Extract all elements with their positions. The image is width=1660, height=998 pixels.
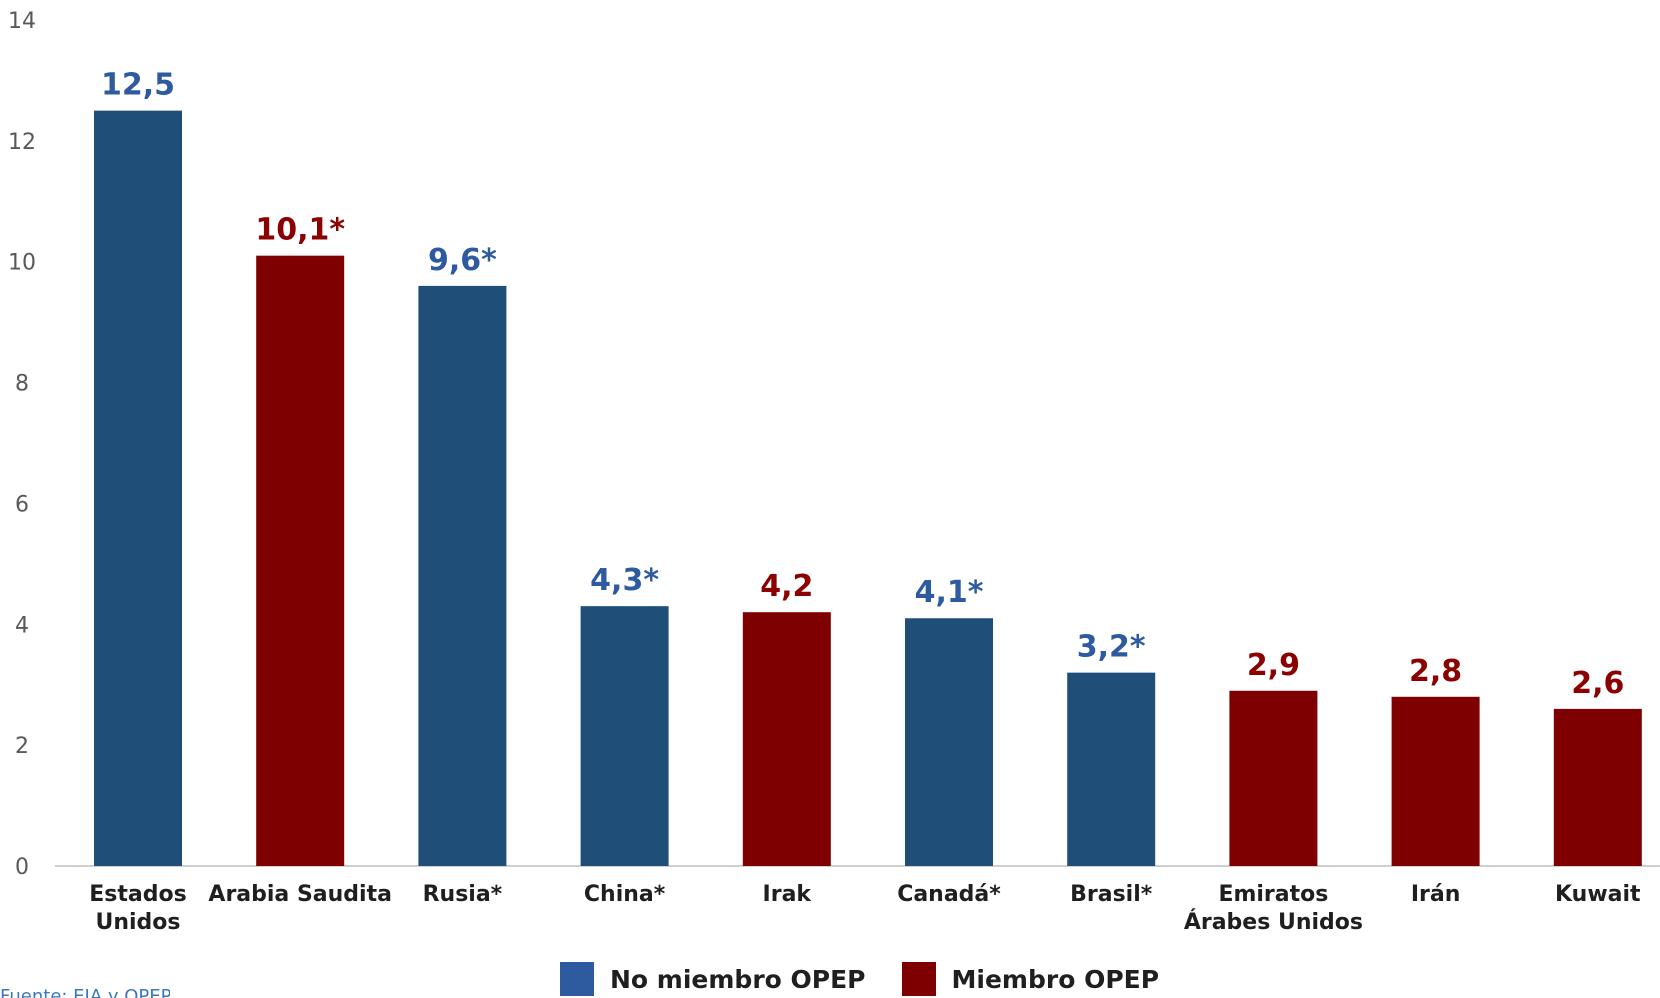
y-tick-label: 6	[15, 492, 29, 517]
bar	[742, 612, 831, 866]
data-label: 4,2	[760, 569, 813, 604]
x-tick-label: Kuwait	[1555, 882, 1641, 907]
bar	[905, 618, 993, 866]
legend-label-member: Miembro OPEP	[951, 964, 1160, 994]
data-label: 9,6*	[428, 243, 497, 278]
x-tick-label: Irán	[1411, 882, 1461, 907]
bars	[94, 110, 1642, 866]
x-tick-label: Irak	[763, 882, 813, 907]
y-tick-label: 10	[8, 251, 36, 276]
bar	[1229, 690, 1318, 866]
legend: No miembro OPEP Miembro OPEP	[560, 960, 1159, 998]
data-label: 2,8	[1409, 654, 1462, 689]
data-label: 4,1*	[915, 575, 984, 610]
data-labels: 12,5 10,1* 9,6* 4,3* 4,2 4,1* 3,2* 2,9 2,8 2,6	[101, 68, 1624, 701]
legend-swatch-member	[901, 962, 936, 996]
x-tick-label: Arabia Saudita	[208, 882, 392, 907]
source-note: Fuente: EIA y OPEP	[0, 986, 170, 998]
data-label: 12,5	[101, 68, 175, 103]
x-tick-label: Estados Unidos	[89, 882, 186, 935]
y-tick-label: 12	[8, 130, 36, 155]
data-label: 2,6	[1571, 666, 1624, 701]
y-tick-label: 2	[15, 734, 29, 759]
y-tick-label: 14	[8, 9, 36, 34]
bar	[1067, 672, 1156, 866]
y-tick-label: 8	[15, 372, 29, 397]
legend-item-no-member: No miembro OPEP	[560, 962, 866, 996]
x-tick-label: Rusia*	[423, 882, 503, 907]
y-axis-ticks: 0 2 4 6 8 10 12 14	[8, 9, 36, 880]
bar	[1391, 696, 1480, 866]
data-label: 10,1*	[255, 213, 345, 248]
y-tick-label: 4	[15, 613, 29, 638]
data-label: 2,9	[1247, 648, 1300, 683]
bar	[1553, 708, 1642, 866]
bar	[418, 285, 507, 866]
x-tick-label: Canadá*	[897, 882, 1001, 907]
bar	[94, 110, 182, 866]
bar	[256, 255, 345, 866]
y-tick-label: 0	[15, 855, 29, 880]
data-label: 3,2*	[1077, 630, 1146, 665]
legend-swatch-no-member	[560, 962, 594, 996]
bar	[580, 606, 669, 866]
legend-label-no-member: No miembro OPEP	[610, 964, 866, 994]
x-axis-labels: Estados Unidos Arabia Saudita Rusia* China* I…	[89, 882, 1641, 935]
legend-item-member: Miembro OPEP	[901, 962, 1160, 996]
x-tick-label: Emiratos Árabes Unidos	[1184, 882, 1363, 935]
data-label: 4,3*	[590, 563, 659, 598]
x-tick-label: China*	[584, 882, 666, 907]
x-tick-label: Brasil*	[1070, 882, 1153, 907]
